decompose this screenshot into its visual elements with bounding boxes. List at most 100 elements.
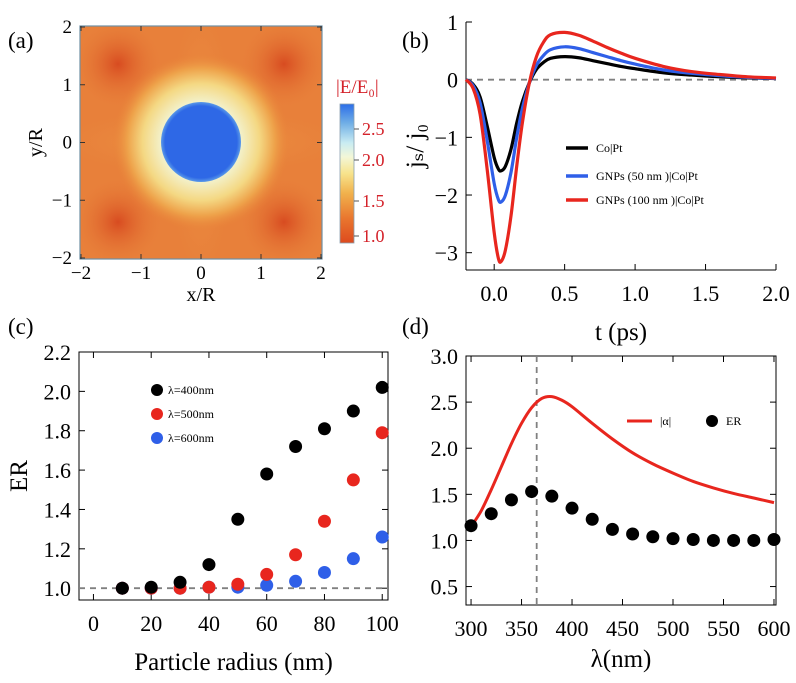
data-point [260,467,274,481]
y-tick-label: 3.0 [431,344,459,369]
data-point [317,565,331,579]
data-point [375,530,389,544]
colorbar-tick-label: 2.5 [362,119,385,139]
x-tick-label: 2 [316,263,326,284]
data-point [346,473,360,487]
data-point [317,422,331,436]
y-axis-label: ER [6,460,33,492]
y-tick-label: 2 [63,17,73,38]
data-point [626,527,640,541]
panel-label-a: (a) [8,28,34,53]
colorbar-tick-label: 1.5 [362,191,385,211]
legend-label: ER [726,414,741,428]
y-tick-label: 1 [63,75,73,96]
colorbar-tick-label: 1.0 [362,226,385,246]
y-tick-label: 0 [63,133,73,154]
panel-label-d: (d) [402,314,429,339]
colorbar [339,103,355,244]
legend-label: λ=400nm [168,383,215,397]
y-tick-label: 1.5 [431,482,459,507]
x-axis-label: Particle radius (nm) [134,649,333,676]
data-point [346,552,360,566]
y-tick-label: 2.0 [431,436,459,461]
x-axis-label: t (ps) [595,319,647,346]
x-tick-label: 550 [707,616,740,641]
series-line [464,45,777,204]
x-tick-label: 60 [256,611,278,636]
y-tick-label: 2.2 [44,340,72,365]
data-point [545,489,559,503]
x-tick-label: 500 [657,616,690,641]
data-point [289,439,303,453]
x-tick-label: −1 [131,263,151,284]
x-axis-label: λ(nm) [591,646,652,673]
x-tick-label: −2 [71,263,91,284]
x-tick-label: 350 [505,616,538,641]
x-tick-label: 0 [88,611,99,636]
y-tick-label: −1 [435,125,458,150]
x-tick-label: 0 [196,263,206,284]
series-line [464,30,777,264]
y-tick-label: 2.5 [431,390,459,415]
legend-label: GNPs (100 nm )|Co|Pt [596,193,704,207]
panel-d-axes: 300 350 400 450 500 550 600 0.5 1.0 1.5 2.0 2.5 3.0 |… [431,344,791,673]
data-point [231,512,245,526]
data-point [767,533,781,547]
data-point [346,404,360,418]
data-point [686,533,700,547]
x-tick-label: 400 [556,616,589,641]
plot-frame [78,351,389,601]
y-tick-label: 0.5 [431,575,459,600]
data-point [484,507,498,521]
data-point [706,533,720,547]
series-line [465,54,777,173]
legend-marker [151,432,163,444]
data-point [115,581,129,595]
y-tick-label: 1 [447,10,458,35]
y-tick-label: −1 [52,190,72,211]
series-line [469,394,775,528]
data-point [666,532,680,546]
legend-label: |α| [660,414,671,428]
y-tick-label: 1.4 [44,497,72,522]
data-point [260,578,274,592]
legend-marker [151,384,163,396]
data-point [464,519,478,533]
data-point [144,580,158,594]
x-tick-label: 20 [140,611,162,636]
x-tick-label: 80 [313,611,335,636]
data-point [585,512,599,526]
legend-marker [706,415,718,427]
legend-label: Co|Pt [596,141,623,155]
y-tick-label: 1.0 [431,528,459,553]
x-tick-label: 450 [606,616,639,641]
y-tick-label: 1.6 [44,458,72,483]
panel-a-axes: −2 −1 0 1 2 −2 −1 0 1 2 x/R y/R [25,17,326,306]
x-tick-label: 300 [455,616,488,641]
x-tick-label: 1 [256,263,266,284]
legend-marker [151,408,163,420]
x-tick-label: 40 [198,611,220,636]
colorbar-tick-label: 2.0 [362,150,385,170]
y-tick-label: 1.2 [44,537,72,562]
data-point [375,380,389,394]
data-point [605,522,619,536]
data-point [565,501,579,515]
x-tick-label: 100 [366,611,399,636]
x-tick-label: 0.5 [551,281,579,306]
y-axis-label: jₛ/ j₀ [402,124,429,169]
y-tick-label: −2 [435,183,458,208]
data-point [260,567,274,581]
colorbar-ticks: 2.5 2.0 1.5 1.0 [354,119,385,246]
legend-label: λ=500nm [168,407,215,421]
data-point [202,580,216,594]
data-point [747,533,761,547]
colorbar-title: |E/E₀| [336,77,379,98]
data-point [173,575,187,589]
panel-label-b: (b) [402,28,429,53]
heatmap [80,26,322,259]
data-point [525,485,539,499]
panel-a: −2 −1 0 1 2 −2 −1 0 1 2 x/R y/R |E/E₀| 2.5 2.0 1.5 … [8,17,385,306]
data-point [289,574,303,588]
